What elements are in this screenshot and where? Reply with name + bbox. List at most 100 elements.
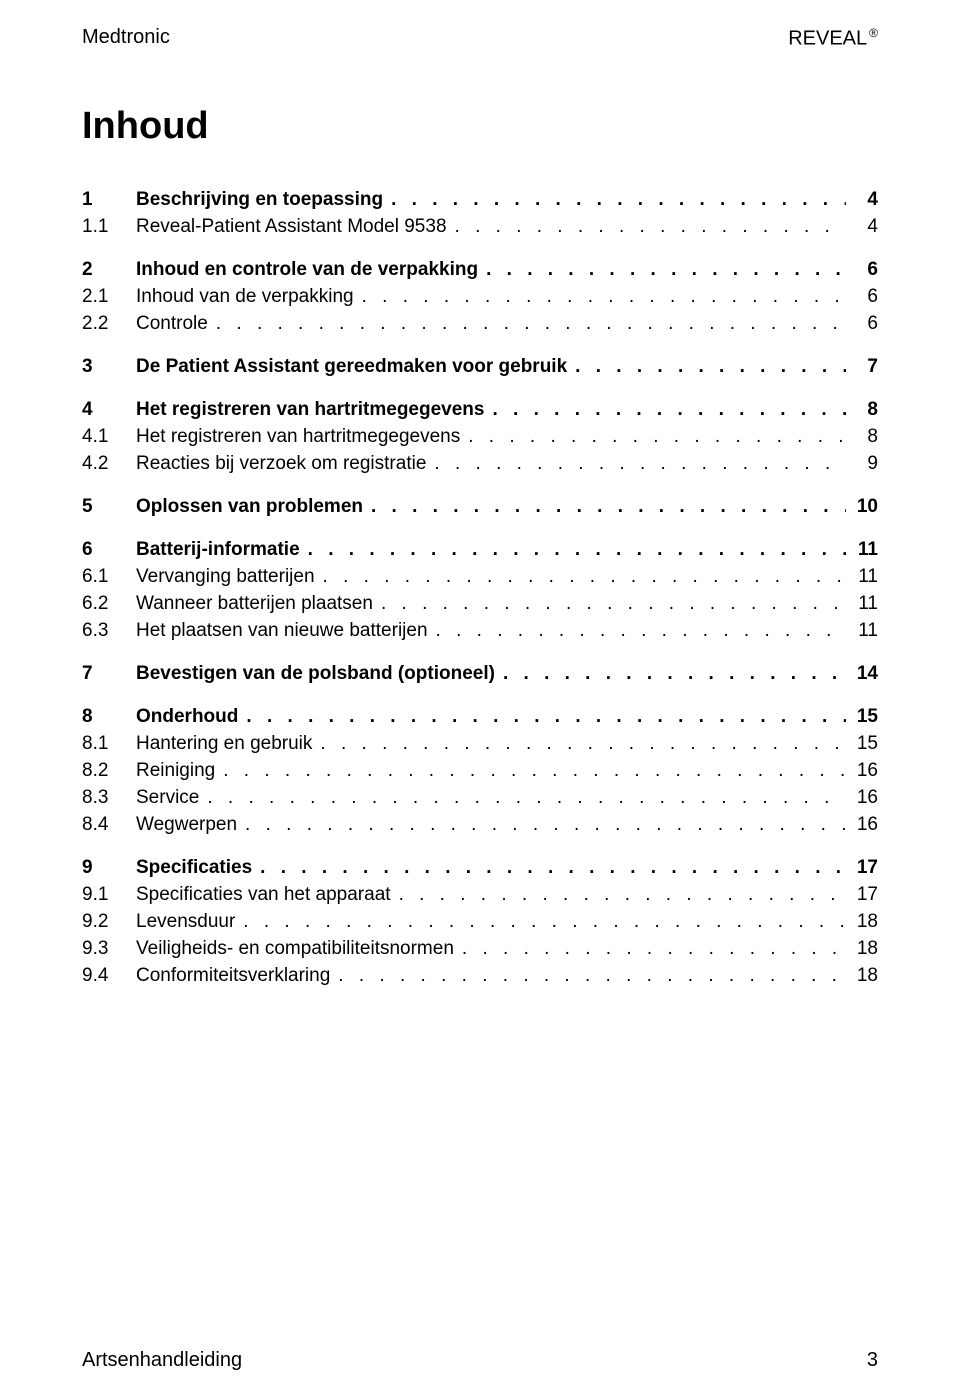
toc-page: 18: [850, 912, 878, 931]
toc-label: Vervanging batterijen: [136, 567, 315, 586]
toc-row: 9Specificaties 17: [82, 858, 878, 877]
toc-label: Conformiteitsverklaring: [136, 966, 330, 985]
toc-leader-dots: [207, 788, 846, 807]
toc-leader-dots: [575, 357, 846, 376]
toc-row: 6.3Het plaatsen van nieuwe batterijen11: [82, 621, 878, 640]
toc-leader-dots: [468, 427, 846, 446]
toc-leader-dots: [362, 287, 846, 306]
toc-leader-dots: [216, 314, 846, 333]
toc-number: 2.2: [82, 314, 136, 333]
toc-row: 6.2Wanneer batterijen plaatsen 11: [82, 594, 878, 613]
toc-group: 5Oplossen van problemen 10: [82, 497, 878, 516]
toc-row: 2.2Controle6: [82, 314, 878, 333]
toc-label: Onderhoud: [136, 707, 238, 726]
page-footer: Artsenhandleiding 3: [82, 1349, 878, 1372]
toc-row: 1Beschrijving en toepassing 4: [82, 190, 878, 209]
toc-row: 2Inhoud en controle van de verpakking6: [82, 260, 878, 279]
toc-label: De Patient Assistant gereedmaken voor ge…: [136, 357, 567, 376]
toc-row: 9.1Specificaties van het apparaat 17: [82, 885, 878, 904]
toc-page: 11: [850, 540, 878, 559]
toc-leader-dots: [223, 761, 846, 780]
toc-leader-dots: [462, 939, 846, 958]
toc-label: Bevestigen van de polsband (optioneel): [136, 664, 495, 683]
toc-group: 9Specificaties179.1Specificaties van het…: [82, 858, 878, 985]
toc-page: 4: [850, 190, 878, 209]
toc-group: 2Inhoud en controle van de verpakking62.…: [82, 260, 878, 333]
toc-label: Beschrijving en toepassing: [136, 190, 383, 209]
toc-page: 9: [850, 454, 878, 473]
toc-page: 7: [850, 357, 878, 376]
toc-row: 6Batterij-informatie11: [82, 540, 878, 559]
toc-row: 8.3Service16: [82, 788, 878, 807]
toc-number: 1: [82, 190, 136, 209]
toc-number: 1.1: [82, 217, 136, 236]
header-brand: REVEAL: [788, 28, 867, 50]
toc-number: 3: [82, 357, 136, 376]
toc-row: 2.1Inhoud van de verpakking6: [82, 287, 878, 306]
toc-group: 7Bevestigen van de polsband (optioneel)1…: [82, 664, 878, 683]
toc-page: 10: [850, 497, 878, 516]
toc-page: 6: [850, 287, 878, 306]
toc-label: Inhoud en controle van de verpakking: [136, 260, 478, 279]
toc-leader-dots: [371, 497, 846, 516]
toc-group: 8Onderhoud158.1Hantering en gebruik158.2…: [82, 707, 878, 834]
toc-leader-dots: [436, 621, 846, 640]
page-title: Inhoud: [82, 105, 878, 148]
toc-number: 8.3: [82, 788, 136, 807]
toc-label: Het registreren van hartritmegegevens: [136, 400, 484, 419]
toc-number: 8.2: [82, 761, 136, 780]
toc-group: 3De Patient Assistant gereedmaken voor g…: [82, 357, 878, 376]
toc-row: 4.1Het registreren van hartritmegegevens…: [82, 427, 878, 446]
toc-row: 8Onderhoud15: [82, 707, 878, 726]
toc-number: 4: [82, 400, 136, 419]
toc-label: Het registreren van hartritmegegevens: [136, 427, 460, 446]
toc-number: 9: [82, 858, 136, 877]
toc-row: 6.1Vervanging batterijen11: [82, 567, 878, 586]
toc-label: Oplossen van problemen: [136, 497, 363, 516]
toc-page: 17: [850, 858, 878, 877]
toc-page: 16: [850, 815, 878, 834]
toc-page: 6: [850, 260, 878, 279]
toc-page: 15: [850, 707, 878, 726]
registered-mark: ®: [869, 26, 878, 40]
toc-number: 5: [82, 497, 136, 516]
toc-number: 8.1: [82, 734, 136, 753]
toc-label: Wegwerpen: [136, 815, 237, 834]
toc-row: 9.3Veiligheids- en compatibiliteitsnorme…: [82, 939, 878, 958]
header-right: REVEAL®: [788, 26, 878, 51]
toc-page: 17: [850, 885, 878, 904]
toc-number: 9.2: [82, 912, 136, 931]
toc-label: Hantering en gebruik: [136, 734, 312, 753]
toc-label: Reveal-Patient Assistant Model 9538: [136, 217, 447, 236]
toc-leader-dots: [308, 540, 846, 559]
toc-number: 9.4: [82, 966, 136, 985]
toc-number: 6.1: [82, 567, 136, 586]
toc-number: 4.2: [82, 454, 136, 473]
toc-label: Inhoud van de verpakking: [136, 287, 354, 306]
toc-number: 9.1: [82, 885, 136, 904]
toc-row: 8.2Reiniging16: [82, 761, 878, 780]
toc-label: Service: [136, 788, 199, 807]
toc-page: 11: [850, 594, 878, 613]
toc-leader-dots: [323, 567, 846, 586]
toc-label: Het plaatsen van nieuwe batterijen: [136, 621, 428, 640]
toc-page: 11: [850, 621, 878, 640]
toc-leader-dots: [381, 594, 846, 613]
toc-page: 8: [850, 427, 878, 446]
toc-row: 8.1Hantering en gebruik 15: [82, 734, 878, 753]
toc-page: 18: [850, 939, 878, 958]
toc-label: Wanneer batterijen plaatsen: [136, 594, 373, 613]
toc-leader-dots: [245, 815, 846, 834]
toc-leader-dots: [320, 734, 846, 753]
toc-leader-dots: [503, 664, 846, 683]
toc-page: 4: [850, 217, 878, 236]
toc-label: Specificaties van het apparaat: [136, 885, 391, 904]
toc-page: 15: [850, 734, 878, 753]
toc-group: 4Het registreren van hartritmegegevens84…: [82, 400, 878, 473]
toc-number: 6.2: [82, 594, 136, 613]
toc-label: Specificaties: [136, 858, 252, 877]
toc-page: 14: [850, 664, 878, 683]
toc-row: 7Bevestigen van de polsband (optioneel)1…: [82, 664, 878, 683]
toc-label: Veiligheids- en compatibiliteitsnormen: [136, 939, 454, 958]
toc-row: 4.2Reacties bij verzoek om registratie9: [82, 454, 878, 473]
